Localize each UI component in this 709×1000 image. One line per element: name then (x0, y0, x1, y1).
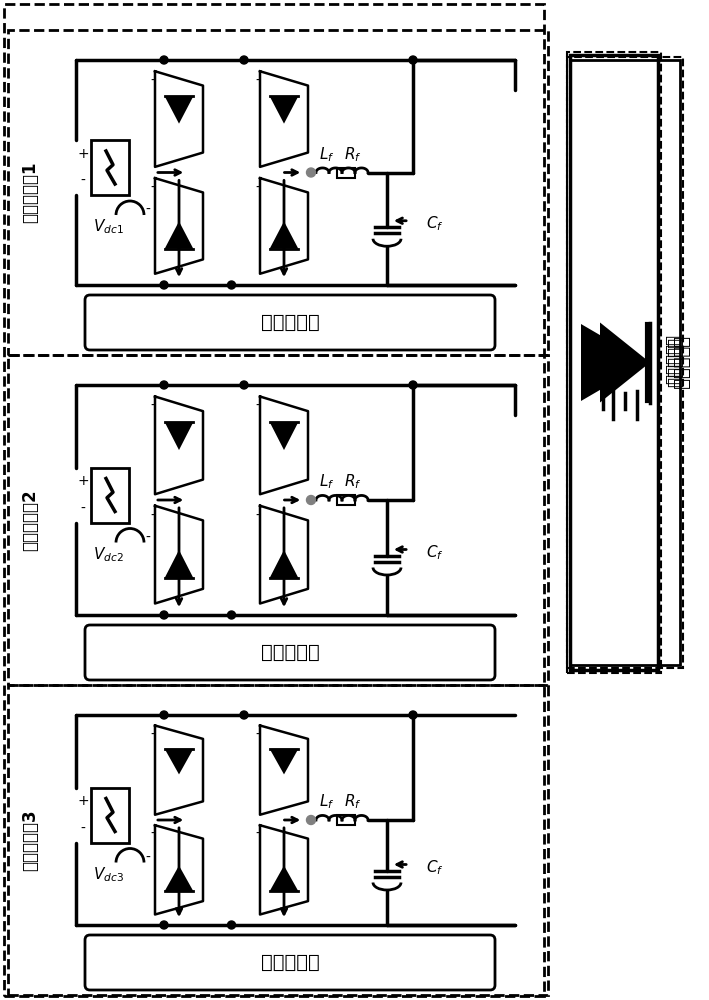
Circle shape (306, 168, 316, 177)
Text: -: - (145, 850, 150, 864)
Circle shape (409, 56, 417, 64)
Circle shape (306, 495, 316, 504)
Polygon shape (600, 322, 650, 402)
Polygon shape (269, 550, 298, 578)
Bar (570, 55, 658, 670)
Text: -: - (150, 74, 155, 88)
Text: $V_{dc2}$: $V_{dc2}$ (93, 545, 123, 564)
Bar (337, 495, 355, 505)
Circle shape (409, 381, 417, 389)
Text: 串联变流器2: 串联变流器2 (21, 489, 39, 551)
Text: -: - (255, 727, 260, 741)
Bar (91, 788, 129, 842)
Polygon shape (269, 96, 298, 124)
Circle shape (160, 711, 168, 719)
Bar (91, 140, 129, 195)
Circle shape (228, 611, 235, 619)
Text: $C_f$: $C_f$ (426, 858, 444, 877)
Text: 串联变流器3: 串联变流器3 (21, 809, 39, 871)
Circle shape (160, 921, 168, 929)
FancyBboxPatch shape (85, 295, 495, 350)
Circle shape (160, 56, 168, 64)
Polygon shape (269, 422, 298, 450)
Text: -: - (150, 399, 155, 413)
Text: $C_f$: $C_f$ (426, 214, 444, 233)
Polygon shape (164, 422, 194, 450)
Bar (4, 4, 544, 996)
Text: -: - (145, 530, 150, 544)
Bar (337, 815, 355, 825)
Polygon shape (581, 324, 647, 401)
Text: -: - (81, 502, 86, 516)
Circle shape (409, 711, 417, 719)
Circle shape (160, 611, 168, 619)
Text: -: - (145, 203, 150, 217)
Text: +: + (77, 794, 89, 808)
Bar (8, 30, 548, 355)
Bar (570, 60, 680, 665)
Text: -: - (255, 181, 260, 195)
Text: $V_{dc1}$: $V_{dc1}$ (93, 218, 123, 236)
Bar (567, 52, 661, 673)
Text: 非线性负载: 非线性负载 (665, 338, 683, 387)
Polygon shape (164, 221, 194, 249)
Polygon shape (269, 221, 298, 249)
Text: $C_f$: $C_f$ (426, 543, 444, 562)
Bar (8, 685, 548, 995)
Text: 本地控制器: 本地控制器 (261, 953, 319, 972)
Text: $L_f$: $L_f$ (318, 473, 334, 491)
Polygon shape (269, 749, 298, 774)
Circle shape (240, 711, 248, 719)
Text: -: - (255, 399, 260, 413)
Text: $V_{dc3}$: $V_{dc3}$ (92, 865, 123, 884)
Text: $R_f$: $R_f$ (344, 793, 362, 811)
Text: -: - (81, 822, 86, 836)
Bar (567, 57, 683, 668)
FancyBboxPatch shape (85, 935, 495, 990)
Polygon shape (164, 866, 194, 891)
Bar (337, 167, 355, 178)
Text: 串联变流器1: 串联变流器1 (21, 162, 39, 223)
Polygon shape (164, 749, 194, 774)
Polygon shape (269, 866, 298, 891)
Bar (91, 468, 129, 522)
FancyBboxPatch shape (85, 625, 495, 680)
Bar (8, 355, 548, 685)
Circle shape (160, 281, 168, 289)
Text: $R_f$: $R_f$ (344, 145, 362, 164)
Circle shape (240, 56, 248, 64)
Circle shape (228, 921, 235, 929)
Text: -: - (255, 74, 260, 88)
Text: +: + (77, 474, 89, 488)
Text: 非线性负载: 非线性负载 (663, 335, 681, 385)
Text: -: - (255, 509, 260, 523)
Circle shape (306, 816, 316, 824)
Text: $L_f$: $L_f$ (318, 145, 334, 164)
Text: -: - (81, 174, 86, 188)
Text: +: + (77, 147, 89, 161)
Text: -: - (150, 181, 155, 195)
Text: $R_f$: $R_f$ (344, 473, 362, 491)
Circle shape (228, 281, 235, 289)
Text: 本地控制器: 本地控制器 (261, 643, 319, 662)
Text: -: - (150, 509, 155, 523)
Text: 非线性负载: 非线性负载 (671, 336, 689, 389)
Text: -: - (150, 827, 155, 841)
Circle shape (160, 381, 168, 389)
Text: $L_f$: $L_f$ (318, 793, 334, 811)
Circle shape (240, 381, 248, 389)
Text: -: - (150, 727, 155, 741)
Text: -: - (255, 827, 260, 841)
Polygon shape (164, 96, 194, 124)
Polygon shape (164, 550, 194, 578)
Text: 本地控制器: 本地控制器 (261, 313, 319, 332)
